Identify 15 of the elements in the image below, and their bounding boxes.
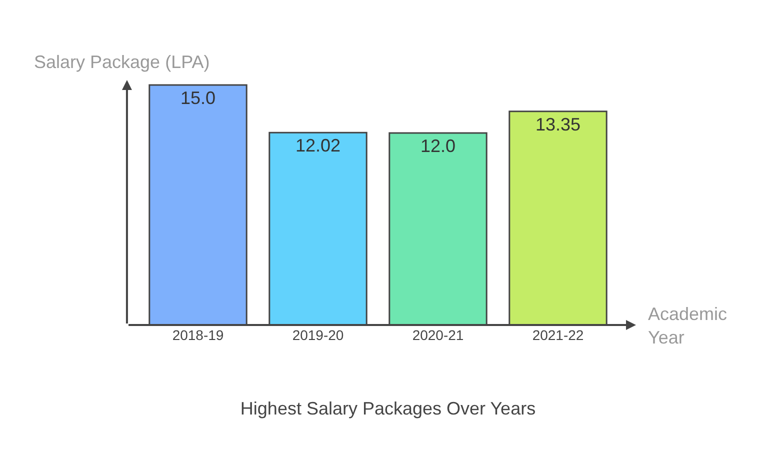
bar	[148, 84, 248, 325]
x-tick-label: 2019-20	[292, 327, 344, 343]
x-tick-label: 2021-22	[532, 327, 584, 343]
bar	[508, 110, 608, 325]
bar	[388, 132, 488, 325]
y-axis-title: Salary Package (LPA)	[34, 52, 210, 72]
data-label: 12.0	[420, 136, 456, 156]
x-tick-label: 2020-21	[412, 327, 464, 343]
bar	[268, 132, 368, 325]
x-axis-title: Academic Year	[648, 304, 728, 348]
text: Highest Salary Packages Over Years	[240, 398, 536, 418]
x-tick-label: 2018-19	[172, 327, 224, 343]
data-label: 13.35	[535, 114, 581, 134]
data-label: 12.02	[295, 136, 341, 156]
data-label: 15.0	[180, 88, 216, 108]
